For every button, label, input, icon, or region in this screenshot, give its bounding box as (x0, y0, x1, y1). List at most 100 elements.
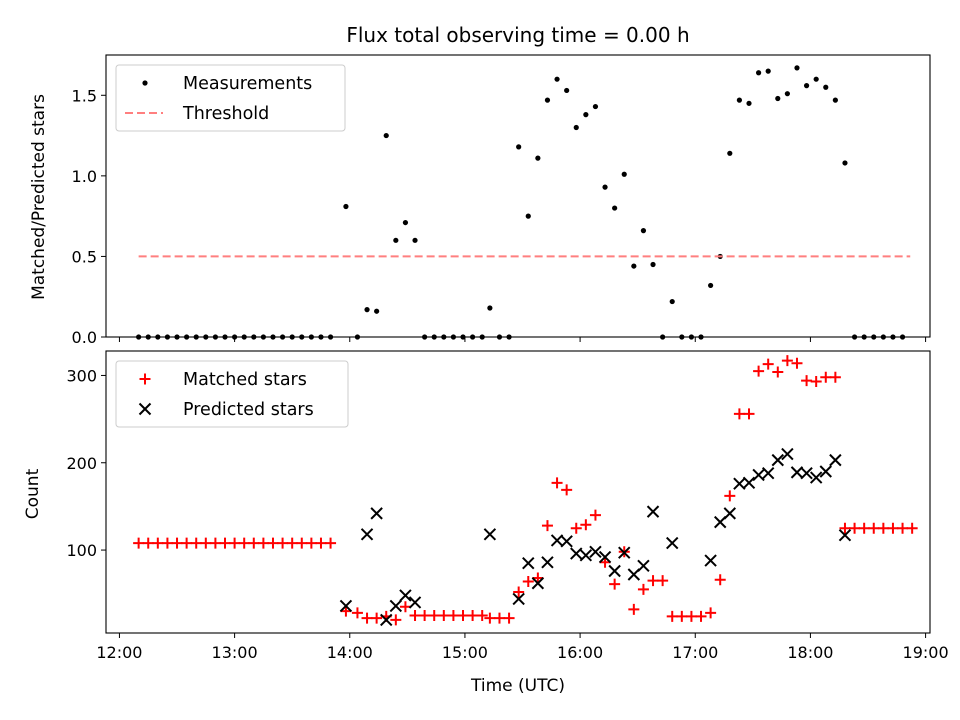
measurement-point (174, 334, 180, 340)
predicted-star-point (781, 447, 794, 461)
matched-star-point (791, 357, 803, 369)
legend-box (115, 360, 349, 428)
x-tick-label: 19:00 (903, 643, 949, 662)
matched-star-point (541, 520, 553, 532)
measurement-point (136, 334, 142, 340)
predicted-star-point (380, 613, 393, 627)
legend-label: Measurements (183, 74, 312, 94)
measurement-point (823, 84, 829, 90)
matched-star-point (839, 522, 851, 534)
top-y-tick-label: 0.5 (72, 247, 97, 266)
matched-star-point (820, 371, 832, 383)
measurement-point (251, 334, 257, 340)
bottom-y-tick-label: 100 (66, 541, 97, 560)
matched-star-point (229, 537, 241, 549)
measurement-point (460, 334, 466, 340)
matched-star-point (589, 509, 601, 521)
matched-star-point (390, 614, 402, 626)
measurement-point (184, 334, 190, 340)
predicted-star-point (522, 556, 535, 570)
measurement-point (861, 334, 867, 340)
measurement-point (431, 334, 437, 340)
measurement-point (155, 334, 161, 340)
predicted-star-point (761, 467, 775, 480)
matched-star-point (906, 522, 918, 534)
measurement-point (775, 95, 781, 102)
measurement-point (318, 334, 324, 340)
matched-star-point (580, 519, 592, 531)
measurement-point (669, 298, 675, 305)
legend-matched-swatch (139, 373, 151, 385)
measurement-point (164, 334, 171, 340)
matched-star-point (476, 610, 488, 622)
matched-star-point (522, 575, 534, 587)
predicted-star-point (809, 471, 823, 484)
measurement-point (496, 334, 503, 340)
measurement-point (241, 334, 247, 340)
matched-star-point (753, 365, 765, 377)
measurement-point (765, 68, 771, 74)
measurement-point (746, 100, 752, 106)
matched-star-point (200, 537, 212, 549)
measurement-point (554, 76, 560, 82)
predicted-star-point (360, 528, 374, 541)
matched-star-point (897, 522, 909, 534)
matched-star-point (666, 610, 678, 622)
measurement-point (832, 97, 838, 103)
matched-star-point (551, 477, 563, 489)
measurement-point (222, 334, 228, 340)
measurement-point (612, 205, 618, 211)
matched-star-point (351, 607, 363, 619)
chart-title: Flux total observing time = 0.00 h (346, 23, 689, 47)
measurement-point (871, 334, 877, 340)
matched-star-point (868, 522, 880, 534)
measurement-point (650, 261, 656, 268)
measurement-point (393, 237, 399, 243)
x-tick-label: 13:00 (212, 643, 258, 662)
bottom-panel: 12:00 13:00 14:00 15:00 16:00 17:00 18:00 19:00… (66, 350, 949, 662)
matched-star-point (361, 612, 373, 624)
measurement-point (203, 334, 209, 340)
predicted-star-point (819, 465, 832, 478)
matched-star-point (248, 537, 260, 549)
bottom-axes-frame (105, 350, 931, 634)
x-tick-label: 14:00 (327, 643, 373, 662)
matched-star-point (772, 366, 784, 378)
predicted-star-point (531, 577, 545, 590)
legend-label: Matched stars (183, 370, 307, 390)
matched-star-point (829, 371, 841, 383)
legend-measurement-swatch (142, 80, 148, 86)
predicted-star-point (339, 599, 353, 613)
predicted-star-point (752, 468, 765, 482)
matched-star-point (503, 612, 515, 624)
legend-label: Threshold (182, 104, 269, 124)
measurement-point (354, 334, 361, 340)
measurement-point (564, 87, 570, 94)
matched-star-point (532, 572, 544, 584)
measurement-point (479, 334, 485, 340)
measurement-point (698, 334, 704, 340)
predicted-star-point (637, 559, 650, 572)
measurement-point (364, 307, 370, 313)
measurement-point (708, 282, 714, 289)
measurement-point (525, 213, 531, 219)
measurement-point (450, 334, 457, 340)
measurement-point (516, 144, 522, 150)
matched-star-point (438, 610, 450, 622)
top-panel: 0.0 0.5 1.0 1.5 Measurements Threshold (72, 54, 931, 347)
top-axes-frame (105, 54, 931, 338)
matched-star-point (209, 537, 221, 549)
matched-star-point (628, 603, 640, 615)
x-tick-label: 17:00 (672, 643, 718, 662)
matched-star-point (484, 612, 496, 624)
predicted-star-point (829, 453, 842, 467)
matched-star-point (467, 610, 479, 622)
x-tick-label: 12:00 (96, 643, 142, 662)
predicted-star-point (742, 476, 756, 490)
matched-star-point (409, 610, 421, 622)
matched-star-point (724, 490, 736, 502)
bottom-y-tick-label: 300 (66, 366, 97, 385)
matched-star-point (257, 537, 269, 549)
measurement-point (232, 334, 238, 340)
predicted-star-point (618, 546, 631, 559)
